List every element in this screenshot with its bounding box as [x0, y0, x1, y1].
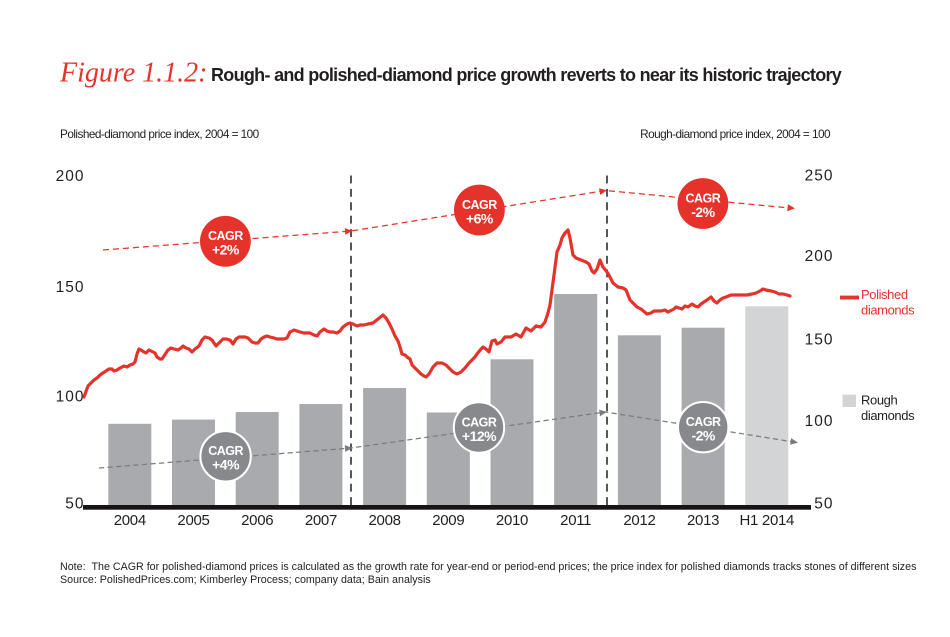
svg-text:2007: 2007 — [305, 512, 337, 529]
svg-text:2006: 2006 — [241, 512, 273, 529]
svg-text:2013: 2013 — [687, 512, 719, 529]
svg-text:2009: 2009 — [432, 512, 464, 529]
svg-text:+6%: +6% — [466, 210, 494, 226]
svg-text:-2%: -2% — [691, 428, 715, 444]
svg-text:CAGR: CAGR — [686, 415, 721, 429]
svg-text:250: 250 — [805, 167, 834, 184]
svg-text:50: 50 — [814, 495, 833, 512]
svg-text:Figure 1.1.2:: Figure 1.1.2: — [59, 58, 208, 89]
svg-text:2004: 2004 — [114, 512, 146, 529]
svg-text:150: 150 — [805, 331, 834, 348]
svg-text:H1 2014: H1 2014 — [739, 512, 794, 529]
svg-text:Polished: Polished — [861, 287, 908, 302]
svg-text:Rough- and polished-diamond pr: Rough- and polished-diamond price growth… — [211, 65, 842, 85]
svg-text:200: 200 — [805, 248, 834, 265]
svg-text:CAGR: CAGR — [462, 415, 497, 429]
svg-text:-2%: -2% — [691, 204, 715, 220]
svg-text:Rough-diamond price index, 200: Rough-diamond price index, 2004 = 100 — [640, 127, 831, 141]
svg-text:2010: 2010 — [496, 512, 528, 529]
svg-text:100: 100 — [805, 413, 834, 430]
svg-text:50: 50 — [65, 495, 84, 512]
svg-text:diamonds: diamonds — [861, 303, 915, 318]
svg-text:2008: 2008 — [369, 512, 401, 529]
svg-text:+2%: +2% — [212, 242, 240, 258]
svg-text:Polished-diamond price index,: Polished-diamond price index, 2004 = 100 — [60, 127, 260, 141]
svg-text:+4%: +4% — [212, 457, 240, 473]
svg-text:100: 100 — [56, 388, 85, 405]
svg-text:CAGR: CAGR — [208, 229, 243, 243]
svg-text:CAGR: CAGR — [685, 191, 720, 205]
svg-text:+12%: +12% — [462, 428, 497, 444]
svg-text:200: 200 — [56, 168, 85, 185]
svg-text:CAGR: CAGR — [462, 198, 497, 212]
svg-text:2005: 2005 — [177, 512, 209, 529]
svg-text:CAGR: CAGR — [208, 444, 243, 458]
svg-text:2011: 2011 — [560, 512, 591, 529]
svg-text:Rough: Rough — [861, 392, 897, 407]
svg-text:150: 150 — [56, 279, 85, 296]
svg-text:Source: PolishedPrices.com; Ki: Source: PolishedPrices.com; Kimberley Pr… — [60, 574, 431, 586]
svg-text:Note: The CAGR for polished-d: Note: The CAGR for polished-diamond pric… — [60, 561, 916, 573]
svg-text:2012: 2012 — [623, 512, 655, 529]
svg-text:diamonds: diamonds — [861, 408, 915, 423]
